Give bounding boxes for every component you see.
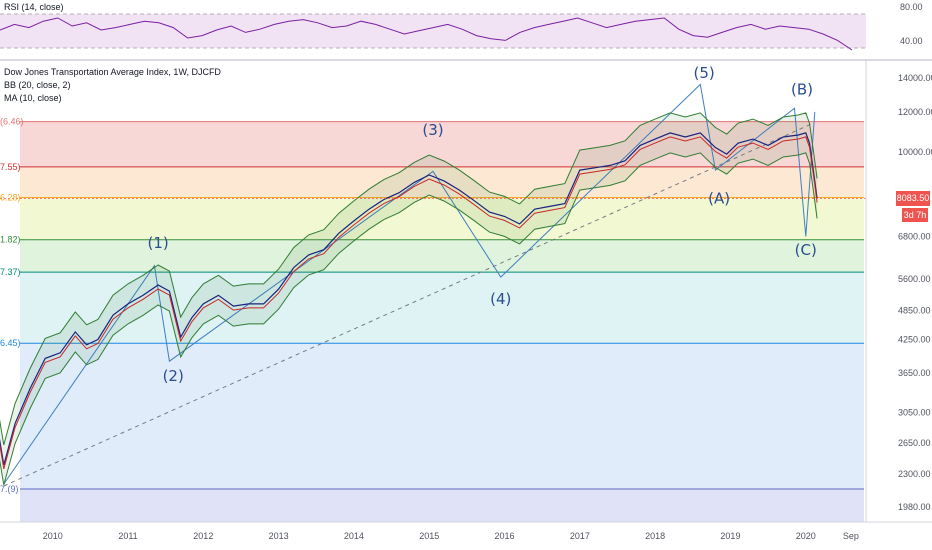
wave-label: (1) (148, 234, 169, 252)
rsi-tick-80: 80.00 (900, 2, 923, 12)
fib-zone (20, 343, 864, 490)
fib-level-label: 7.37) (0, 267, 21, 277)
rsi-pane: 80.00 40.00 (0, 2, 923, 51)
price-tick-label: 4250.00 (898, 335, 931, 345)
time-tick-label: 2011 (118, 531, 137, 541)
price-tick-label: 6800.00 (898, 231, 931, 241)
fib-zone (20, 489, 864, 522)
price-line (0, 132, 818, 466)
fib-level-label: 1.82) (0, 235, 21, 245)
time-tick-label: 2014 (344, 531, 364, 541)
elliott-wave-line (3, 83, 816, 485)
price-axis[interactable]: 14000.0012000.0010000.008000.006800.0056… (898, 73, 932, 512)
wave-label: (3) (422, 121, 443, 139)
wave-label: (A) (708, 190, 730, 208)
wave-label: (B) (791, 80, 813, 98)
price-tick-label: 5600.00 (898, 274, 931, 284)
fib-level-label: 6.28) (0, 193, 21, 203)
fib-level-label: 7.55) (0, 162, 21, 172)
price-series (0, 132, 866, 470)
fib-level-label: 6.45) (0, 338, 21, 348)
rsi-label[interactable]: RSI (14, close) (4, 2, 64, 12)
time-tick-label: 2016 (495, 531, 515, 541)
long-trend-line (3, 122, 814, 487)
price-tick-label: 4850.00 (898, 306, 931, 316)
price-tick-label: 2650.00 (898, 438, 931, 448)
rsi-tick-40: 40.00 (900, 36, 923, 46)
price-tick-label: 12000.00 (898, 107, 932, 117)
bar-countdown-tag: 3d 7h (902, 208, 928, 222)
bb-lower-band (0, 152, 818, 486)
price-tick-label: 1980.00 (898, 502, 931, 512)
time-tick-label: 2017 (570, 531, 590, 541)
wave-labels: (1) (2) (3) (4) (5) (A) (B) (C) (148, 64, 817, 385)
price-tick-label: 2300.00 (898, 469, 931, 479)
wave-label: (4) (490, 290, 511, 308)
chart-title[interactable]: Dow Jones Transportation Average Index, … (4, 67, 221, 77)
rsi-line (0, 17, 853, 51)
time-tick-label: 2018 (645, 531, 665, 541)
wave-label: (2) (163, 367, 184, 385)
fib-level-label: 7.(9) (0, 484, 19, 494)
price-tick-label: 14000.00 (898, 73, 932, 83)
trend-lines (3, 83, 816, 487)
last-price-tag: 8083.50 (896, 191, 930, 206)
ma-line (0, 136, 818, 470)
time-axis[interactable]: 2010 2011 2012 2013 2014 2015 2016 2017 2018 2019… (43, 531, 859, 541)
time-tick-label: Sep (843, 531, 859, 541)
wave-label: (C) (795, 241, 817, 259)
time-tick-label: 2012 (193, 531, 213, 541)
fib-lines (20, 121, 864, 490)
rsi-band (0, 14, 866, 48)
fib-labels: (6.46) 7.55) 6.28) 1.82) 7.37) 6.45) 7.(9) (0, 117, 24, 494)
price-tick-label: 3650.00 (898, 368, 931, 378)
bb-upper-band (0, 112, 818, 446)
fib-zone (20, 197, 864, 240)
bb-indicator-label[interactable]: BB (20, close, 2) (4, 80, 71, 90)
fib-level-label: (6.46) (0, 117, 24, 127)
time-tick-label: 2019 (720, 531, 740, 541)
time-tick-label: 2010 (43, 531, 63, 541)
price-tick-label: 10000.00 (898, 147, 932, 157)
fib-zone (20, 121, 864, 167)
price-tick-label: 3050.00 (898, 407, 931, 417)
time-tick-label: 2013 (269, 531, 289, 541)
time-tick-label: 2020 (796, 531, 816, 541)
ma-indicator-label[interactable]: MA (10, close) (4, 93, 62, 103)
wave-label: (5) (693, 64, 714, 82)
time-tick-label: 2015 (419, 531, 439, 541)
